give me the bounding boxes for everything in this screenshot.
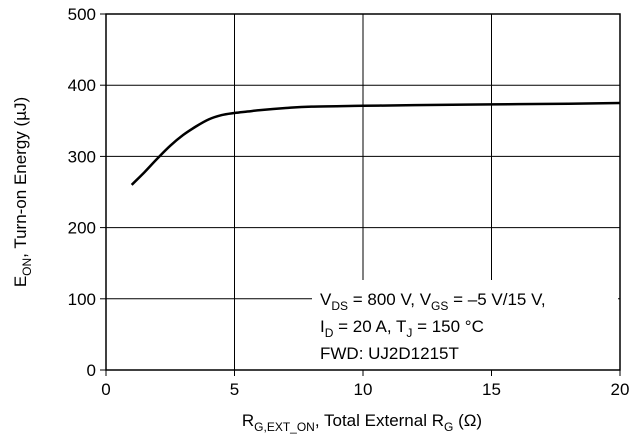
plot-frame xyxy=(105,13,621,371)
y-tick-label: 400 xyxy=(68,76,96,95)
annotation-line-3: FWD: UJ2D1215T xyxy=(320,344,459,363)
grid xyxy=(106,14,620,370)
x-tick-label: 5 xyxy=(230,380,239,399)
x-tick-label: 20 xyxy=(611,380,630,399)
y-tick-label: 200 xyxy=(68,219,96,238)
series-line xyxy=(130,101,621,186)
x-axis-title: RG,EXT_ON, Total External RG (Ω) xyxy=(242,411,482,434)
y-axis-title: EON, Turn-on Energy (µJ) xyxy=(11,97,34,287)
x-tick-label: 15 xyxy=(482,380,501,399)
y-tick-label: 500 xyxy=(68,5,96,24)
y-tick-label: 100 xyxy=(68,290,96,309)
series xyxy=(130,101,621,186)
annotation-line-2: ID = 20 A, TJ = 150 °C xyxy=(320,317,484,340)
y-tick-label: 300 xyxy=(68,147,96,166)
y-tick-label: 0 xyxy=(87,361,96,380)
x-tick-label: 0 xyxy=(101,380,110,399)
annotation-line-1: VDS = 800 V, VGS = –5 V/15 V, xyxy=(320,290,546,313)
x-tick-label: 10 xyxy=(354,380,373,399)
annotation-box xyxy=(312,280,618,370)
